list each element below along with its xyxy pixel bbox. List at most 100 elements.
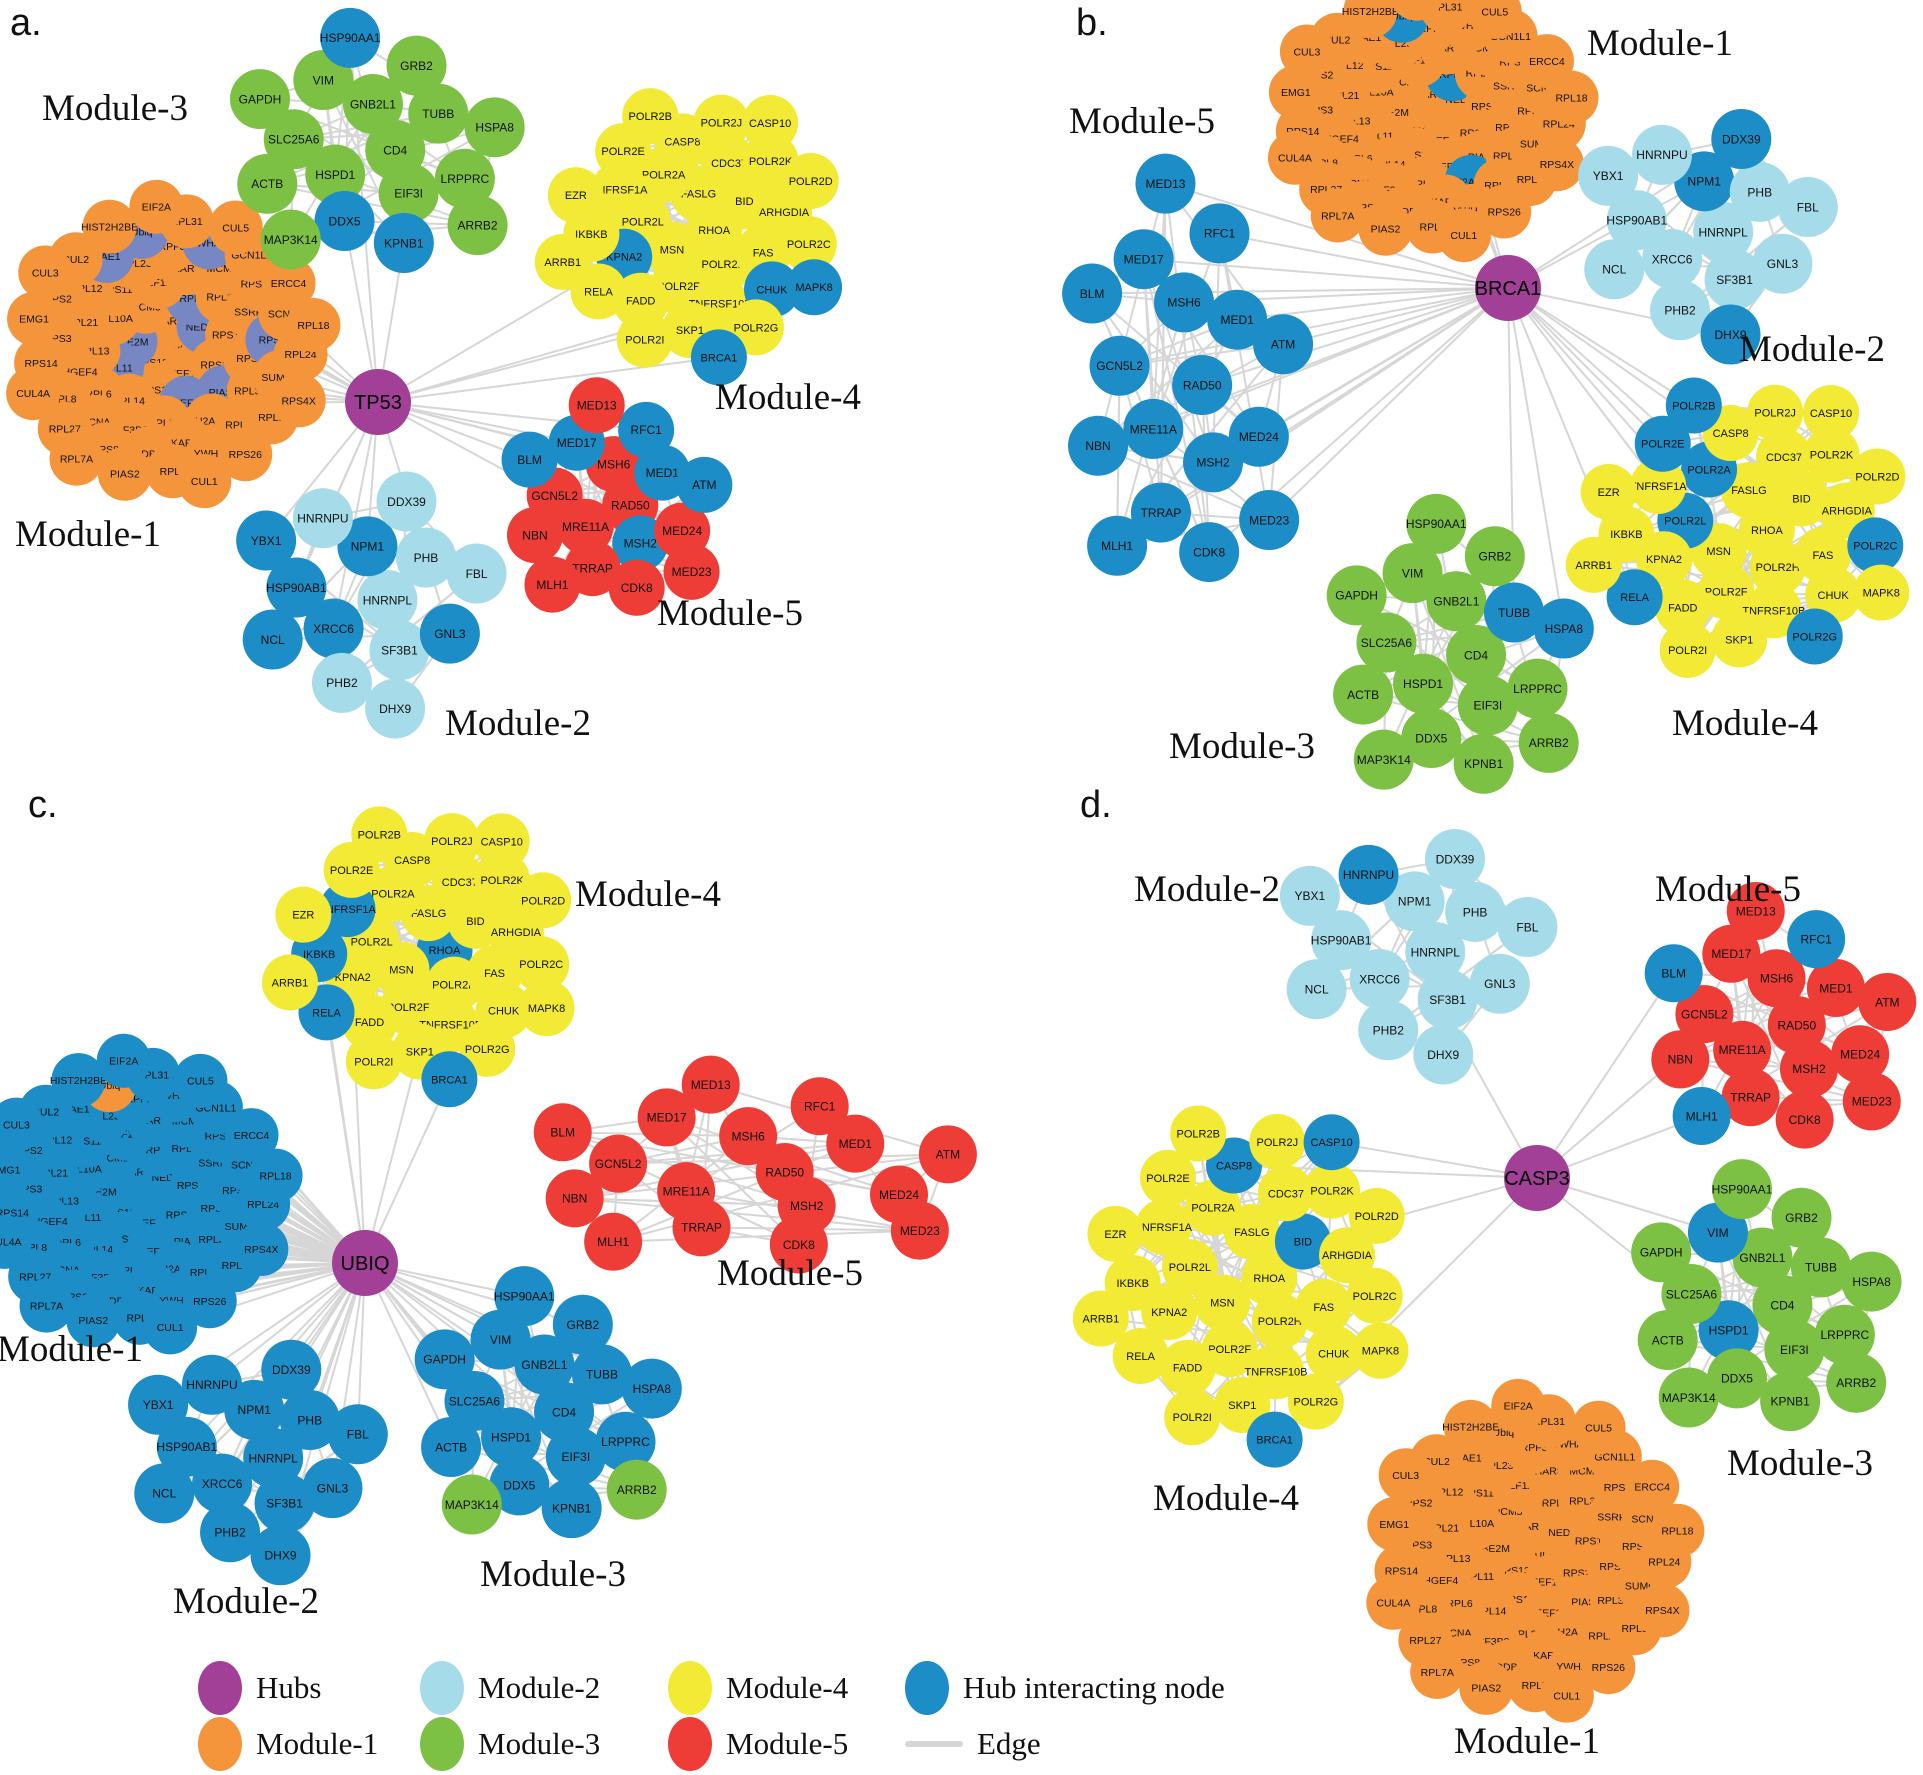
node-label-CD4: CD4 bbox=[552, 1405, 576, 1419]
node-label-HSPD1: HSPD1 bbox=[491, 1431, 531, 1445]
node-label-EIF3I: EIF3I bbox=[561, 1450, 590, 1464]
node-POLR2I bbox=[1164, 1389, 1221, 1446]
node-ERCC4 bbox=[1625, 1459, 1680, 1514]
node-POLR2I bbox=[616, 311, 673, 368]
node-label-SLC25A6: SLC25A6 bbox=[449, 1394, 501, 1408]
node-label-POLR2L: POLR2L bbox=[351, 936, 393, 948]
node-label-HSPD1: HSPD1 bbox=[1709, 1324, 1749, 1338]
node-label-CHUK: CHUK bbox=[756, 284, 788, 296]
node-label-POLR2B: POLR2B bbox=[1177, 1128, 1220, 1140]
node-label-RAD50: RAD50 bbox=[611, 498, 650, 512]
node-POLR2D bbox=[782, 153, 839, 210]
node-TUBB bbox=[1790, 1237, 1851, 1298]
node-label-POLR2L: POLR2L bbox=[1664, 516, 1706, 528]
node-label-CD4: CD4 bbox=[1770, 1298, 1794, 1312]
node-label-MAPK8: MAPK8 bbox=[1863, 588, 1900, 600]
node-label-POLR2E: POLR2E bbox=[601, 146, 644, 158]
node-label-TUBB: TUBB bbox=[586, 1368, 618, 1382]
node-HIST2H2BE bbox=[51, 1053, 106, 1108]
node-RPS4X bbox=[271, 373, 326, 428]
node-MRE11A bbox=[1123, 398, 1184, 459]
node-label-TRRAP: TRRAP bbox=[1730, 1091, 1771, 1105]
node-label-POLR2A: POLR2A bbox=[1191, 1203, 1235, 1215]
node-label-HNRNPU: HNRNPU bbox=[297, 512, 348, 526]
node-PHB2 bbox=[1358, 1000, 1419, 1061]
node-label-CUL4A: CUL4A bbox=[16, 388, 50, 400]
node-RPL18 bbox=[1544, 70, 1599, 125]
node-label-GAPDH: GAPDH bbox=[1335, 589, 1378, 603]
node-label-RPS26: RPS26 bbox=[193, 1296, 226, 1308]
node-label-NPM1: NPM1 bbox=[238, 1403, 272, 1417]
node-label-EIF3I: EIF3I bbox=[1780, 1343, 1809, 1357]
node-label-HNRNPL: HNRNPL bbox=[1411, 945, 1461, 959]
node-label-CUL4A: CUL4A bbox=[0, 1237, 22, 1249]
module-label-c-Module-4: Module-4 bbox=[575, 874, 721, 915]
node-POLR2B bbox=[622, 88, 679, 145]
node-NCL bbox=[242, 609, 303, 670]
panel-a: CUL4BRPS13TARSEEF1A1UBE2MNEDD8RPS16MCM5R… bbox=[6, 7, 861, 744]
node-CASP8 bbox=[1206, 1137, 1263, 1194]
node-label-POLR2E: POLR2E bbox=[1146, 1173, 1189, 1185]
node-label-DDX5: DDX5 bbox=[503, 1479, 535, 1493]
node-RPL18 bbox=[286, 298, 341, 353]
node-HNRNPL bbox=[243, 1428, 304, 1488]
node-label-RPS4X: RPS4X bbox=[1540, 159, 1574, 171]
node-label-ATM: ATM bbox=[1875, 995, 1899, 1009]
node-label-NPM1: NPM1 bbox=[1398, 895, 1432, 909]
node-label-LRPPRC: LRPPRC bbox=[1513, 682, 1562, 696]
node-label-POLR2A: POLR2A bbox=[642, 170, 686, 182]
node-label-MED24: MED24 bbox=[1840, 1048, 1880, 1062]
node-ARHGDIA bbox=[1319, 1227, 1376, 1284]
module-label-a-Module-3: Module-3 bbox=[42, 88, 188, 129]
node-MAP3K14 bbox=[1353, 729, 1414, 790]
node-SF3B1 bbox=[1704, 249, 1765, 310]
node-label-ARHGDIA: ARHGDIA bbox=[759, 207, 810, 219]
node-label-MSH6: MSH6 bbox=[731, 1129, 765, 1143]
node-label-DHX9: DHX9 bbox=[265, 1549, 297, 1563]
node-HSPA8 bbox=[1533, 598, 1594, 659]
node-MED1 bbox=[1806, 959, 1865, 1018]
node-label-GNB2L1: GNB2L1 bbox=[521, 1358, 567, 1372]
node-label-POLR2C: POLR2C bbox=[1353, 1291, 1397, 1303]
node-label-MAPK8: MAPK8 bbox=[528, 1003, 565, 1015]
node-NBN bbox=[1651, 1030, 1710, 1089]
node-label-HSPD1: HSPD1 bbox=[315, 168, 355, 182]
node-HSPD1 bbox=[1393, 653, 1454, 714]
node-label-FASLG: FASLG bbox=[411, 908, 446, 920]
node-SF3B1 bbox=[1417, 969, 1478, 1030]
node-label-TUBB: TUBB bbox=[1498, 606, 1530, 620]
node-label-TNFRSF1A: TNFRSF1A bbox=[1135, 1222, 1193, 1234]
node-label-ERCC4: ERCC4 bbox=[1634, 1481, 1670, 1493]
node-label-HSPA8: HSPA8 bbox=[633, 1382, 672, 1396]
node-label-POLR2L: POLR2L bbox=[622, 217, 664, 229]
node-label-POLR2F: POLR2F bbox=[657, 281, 700, 293]
node-label-DHX9: DHX9 bbox=[379, 702, 411, 716]
node-label-ATM: ATM bbox=[936, 1148, 960, 1162]
node-label-BLM: BLM bbox=[517, 453, 542, 467]
node-label-RPL7A: RPL7A bbox=[60, 454, 93, 466]
node-CDC37 bbox=[1257, 1165, 1314, 1222]
node-label-SKP1: SKP1 bbox=[676, 325, 704, 337]
node-MLH1 bbox=[524, 556, 581, 613]
node-label-XRCC6: XRCC6 bbox=[313, 622, 354, 636]
node-label-HSP90AB1: HSP90AB1 bbox=[156, 1440, 217, 1454]
node-POLR2C bbox=[1346, 1267, 1403, 1324]
node-label-ARHGDIA: ARHGDIA bbox=[1822, 505, 1873, 517]
hub-label-UBIQ: UBIQ bbox=[341, 1253, 390, 1275]
node-label-NPM1: NPM1 bbox=[351, 540, 385, 554]
node-HSP90AB1 bbox=[1606, 190, 1667, 251]
node-HSP90AB1 bbox=[156, 1416, 217, 1477]
node-label-GNB2L1: GNB2L1 bbox=[1433, 595, 1479, 609]
node-HIST2H2BE bbox=[82, 199, 137, 254]
node-BRCA1 bbox=[1246, 1411, 1303, 1468]
hub-label-BRCA1: BRCA1 bbox=[1475, 278, 1542, 300]
node-SLC25A6 bbox=[263, 109, 324, 170]
node-DDX39 bbox=[261, 1339, 322, 1400]
node-MSN bbox=[1194, 1274, 1251, 1331]
node-RFC1 bbox=[790, 1077, 849, 1136]
node-label-POLR2C: POLR2C bbox=[519, 959, 563, 971]
panel-letter-d: d. bbox=[1080, 784, 1112, 826]
node-label-MSN: MSN bbox=[660, 244, 685, 256]
node-SKP1 bbox=[1711, 611, 1768, 668]
node-EZR bbox=[275, 886, 332, 943]
